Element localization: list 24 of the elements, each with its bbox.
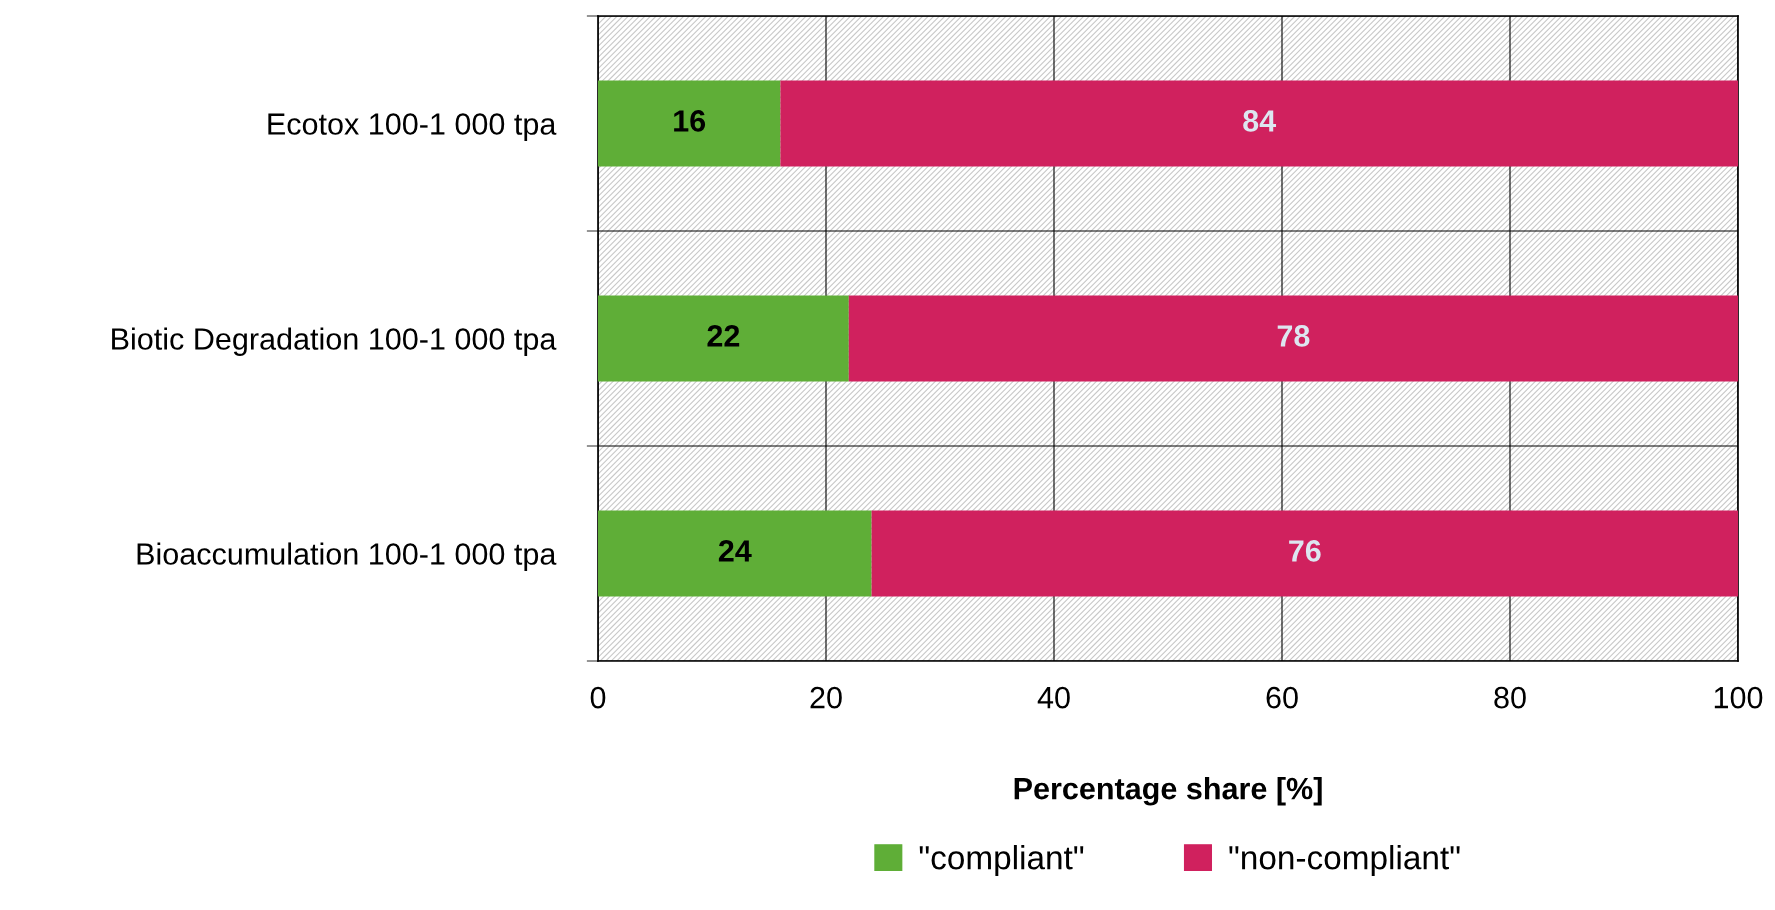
x-axis-title: Percentage share [%] (1014, 776, 1322, 806)
data-label: 22 (707, 325, 740, 347)
x-tick-label: 60 (1266, 686, 1298, 709)
x-tick-label: 40 (1037, 686, 1070, 709)
x-tick-label: 80 (1494, 686, 1526, 709)
data-label: 78 (1277, 325, 1310, 347)
y-tick-label: Ecotox 100-1 000 tpa (268, 113, 557, 141)
data-label: 76 (1289, 540, 1321, 562)
data-label: 16 (674, 110, 706, 132)
x-tick-label: 0 (590, 686, 606, 709)
y-tick-label: Biotic Degradation 100-1 000 tpa (112, 327, 557, 356)
data-label: 24 (718, 540, 752, 562)
bar (598, 295, 849, 382)
bar (598, 80, 781, 167)
y-tick-label: Bioaccumulation 100-1 000 tpa (137, 542, 557, 571)
bar (780, 80, 1738, 167)
legend-label: "compliant" (919, 845, 1084, 877)
data-label: 84 (1243, 110, 1277, 132)
legend-label: "non-compliant" (1229, 845, 1460, 877)
x-tick-label: 20 (810, 686, 842, 709)
bar (598, 510, 872, 597)
bar (871, 510, 1738, 597)
x-tick-label: 100 (1714, 686, 1763, 709)
bar (848, 295, 1738, 382)
